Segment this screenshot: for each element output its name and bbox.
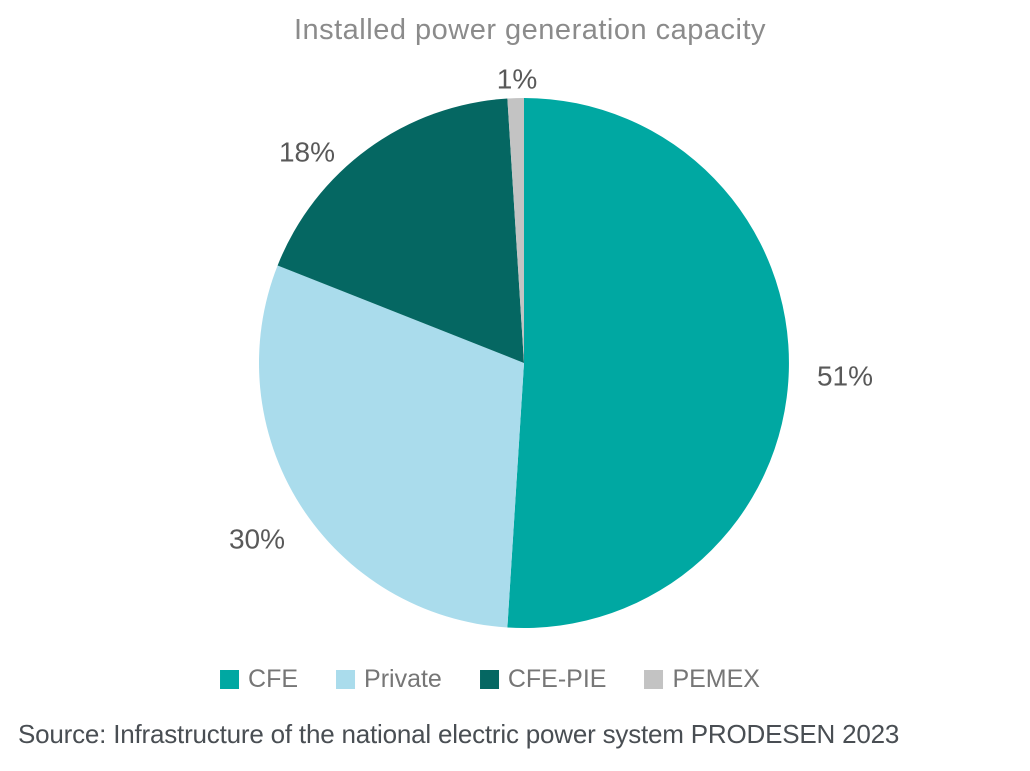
legend-item-private: Private: [336, 667, 442, 692]
pie-slice-private: [259, 265, 524, 628]
legend-swatch-icon: [220, 670, 240, 689]
slice-label-private: 30%: [229, 524, 285, 555]
legend-swatch-icon: [479, 670, 499, 689]
slice-label-cfe: 51%: [817, 361, 873, 392]
legend-label: Private: [364, 665, 442, 693]
legend-item-cfe: CFE: [220, 667, 298, 692]
legend-label: CFE: [248, 665, 299, 693]
source-note: Source: Infrastructure of the national e…: [18, 719, 900, 749]
slice-label-pemex: 1%: [497, 64, 537, 95]
pie-slice-cfe: [507, 98, 789, 628]
chart-legend: CFE Private CFE-PIE PEMEX: [220, 667, 760, 692]
chart-title: Installed power generation capacity: [293, 14, 767, 46]
legend-label: CFE-PIE: [507, 665, 607, 693]
legend-swatch-icon: [644, 670, 664, 689]
pie-slice-pemex: [507, 98, 524, 363]
legend-label: PEMEX: [672, 665, 760, 693]
legend-item-pemex: PEMEX: [644, 667, 760, 692]
slice-label-cfe-pie: 18%: [279, 137, 335, 168]
legend-swatch-icon: [336, 670, 356, 689]
legend-item-cfe-pie: CFE-PIE: [479, 665, 607, 693]
pie-slice-cfe-pie: [277, 98, 524, 364]
